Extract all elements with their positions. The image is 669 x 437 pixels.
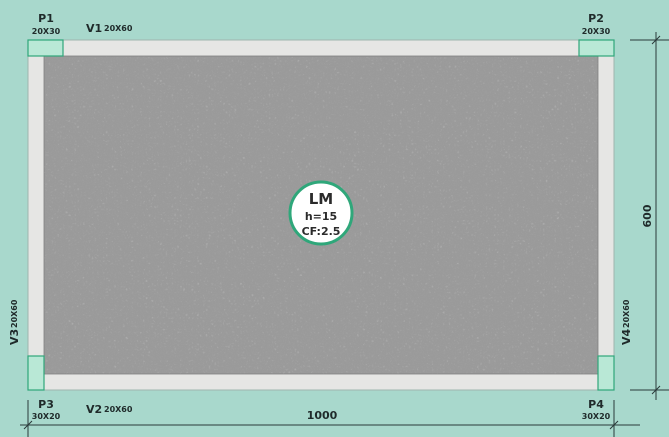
slab-thickness: h=15: [305, 210, 337, 223]
beam-v4-size: 20X60: [622, 299, 631, 328]
beam-v1-label: V1: [86, 22, 102, 35]
slab-area: [43, 55, 599, 375]
beam-v1-size: 20X60: [104, 24, 133, 33]
beam-v3-size: 20X60: [10, 299, 19, 328]
column-p2-label: P2: [588, 12, 604, 25]
beam-v2-label: V2: [86, 403, 102, 416]
column-p3: [27, 355, 45, 391]
slab-tag: LM h=15 CF:2.5: [288, 180, 354, 246]
column-p2-size: 20X30: [582, 27, 611, 36]
width-dimension-label: 1000: [307, 409, 338, 422]
height-dimension-line: [630, 32, 669, 400]
column-p1: [27, 39, 64, 57]
beam-v3-label: V3: [8, 329, 21, 345]
height-dimension-label: 600: [641, 204, 654, 227]
beam-v4-label: V4: [620, 328, 633, 345]
column-p1-size: 20X30: [32, 27, 61, 36]
column-p1-label: P1: [38, 12, 54, 25]
slab-load-factor: CF:2.5: [302, 225, 341, 238]
column-p2: [578, 39, 615, 57]
width-dimension-line: [20, 400, 640, 437]
beam-v2-size: 20X60: [104, 405, 133, 414]
column-p3-size: 30X20: [32, 412, 61, 421]
column-p4-label: P4: [588, 398, 604, 411]
column-p3-label: P3: [38, 398, 54, 411]
slab-name: LM: [309, 190, 334, 208]
column-p4: [597, 355, 615, 391]
column-p4-size: 30X20: [582, 412, 611, 421]
